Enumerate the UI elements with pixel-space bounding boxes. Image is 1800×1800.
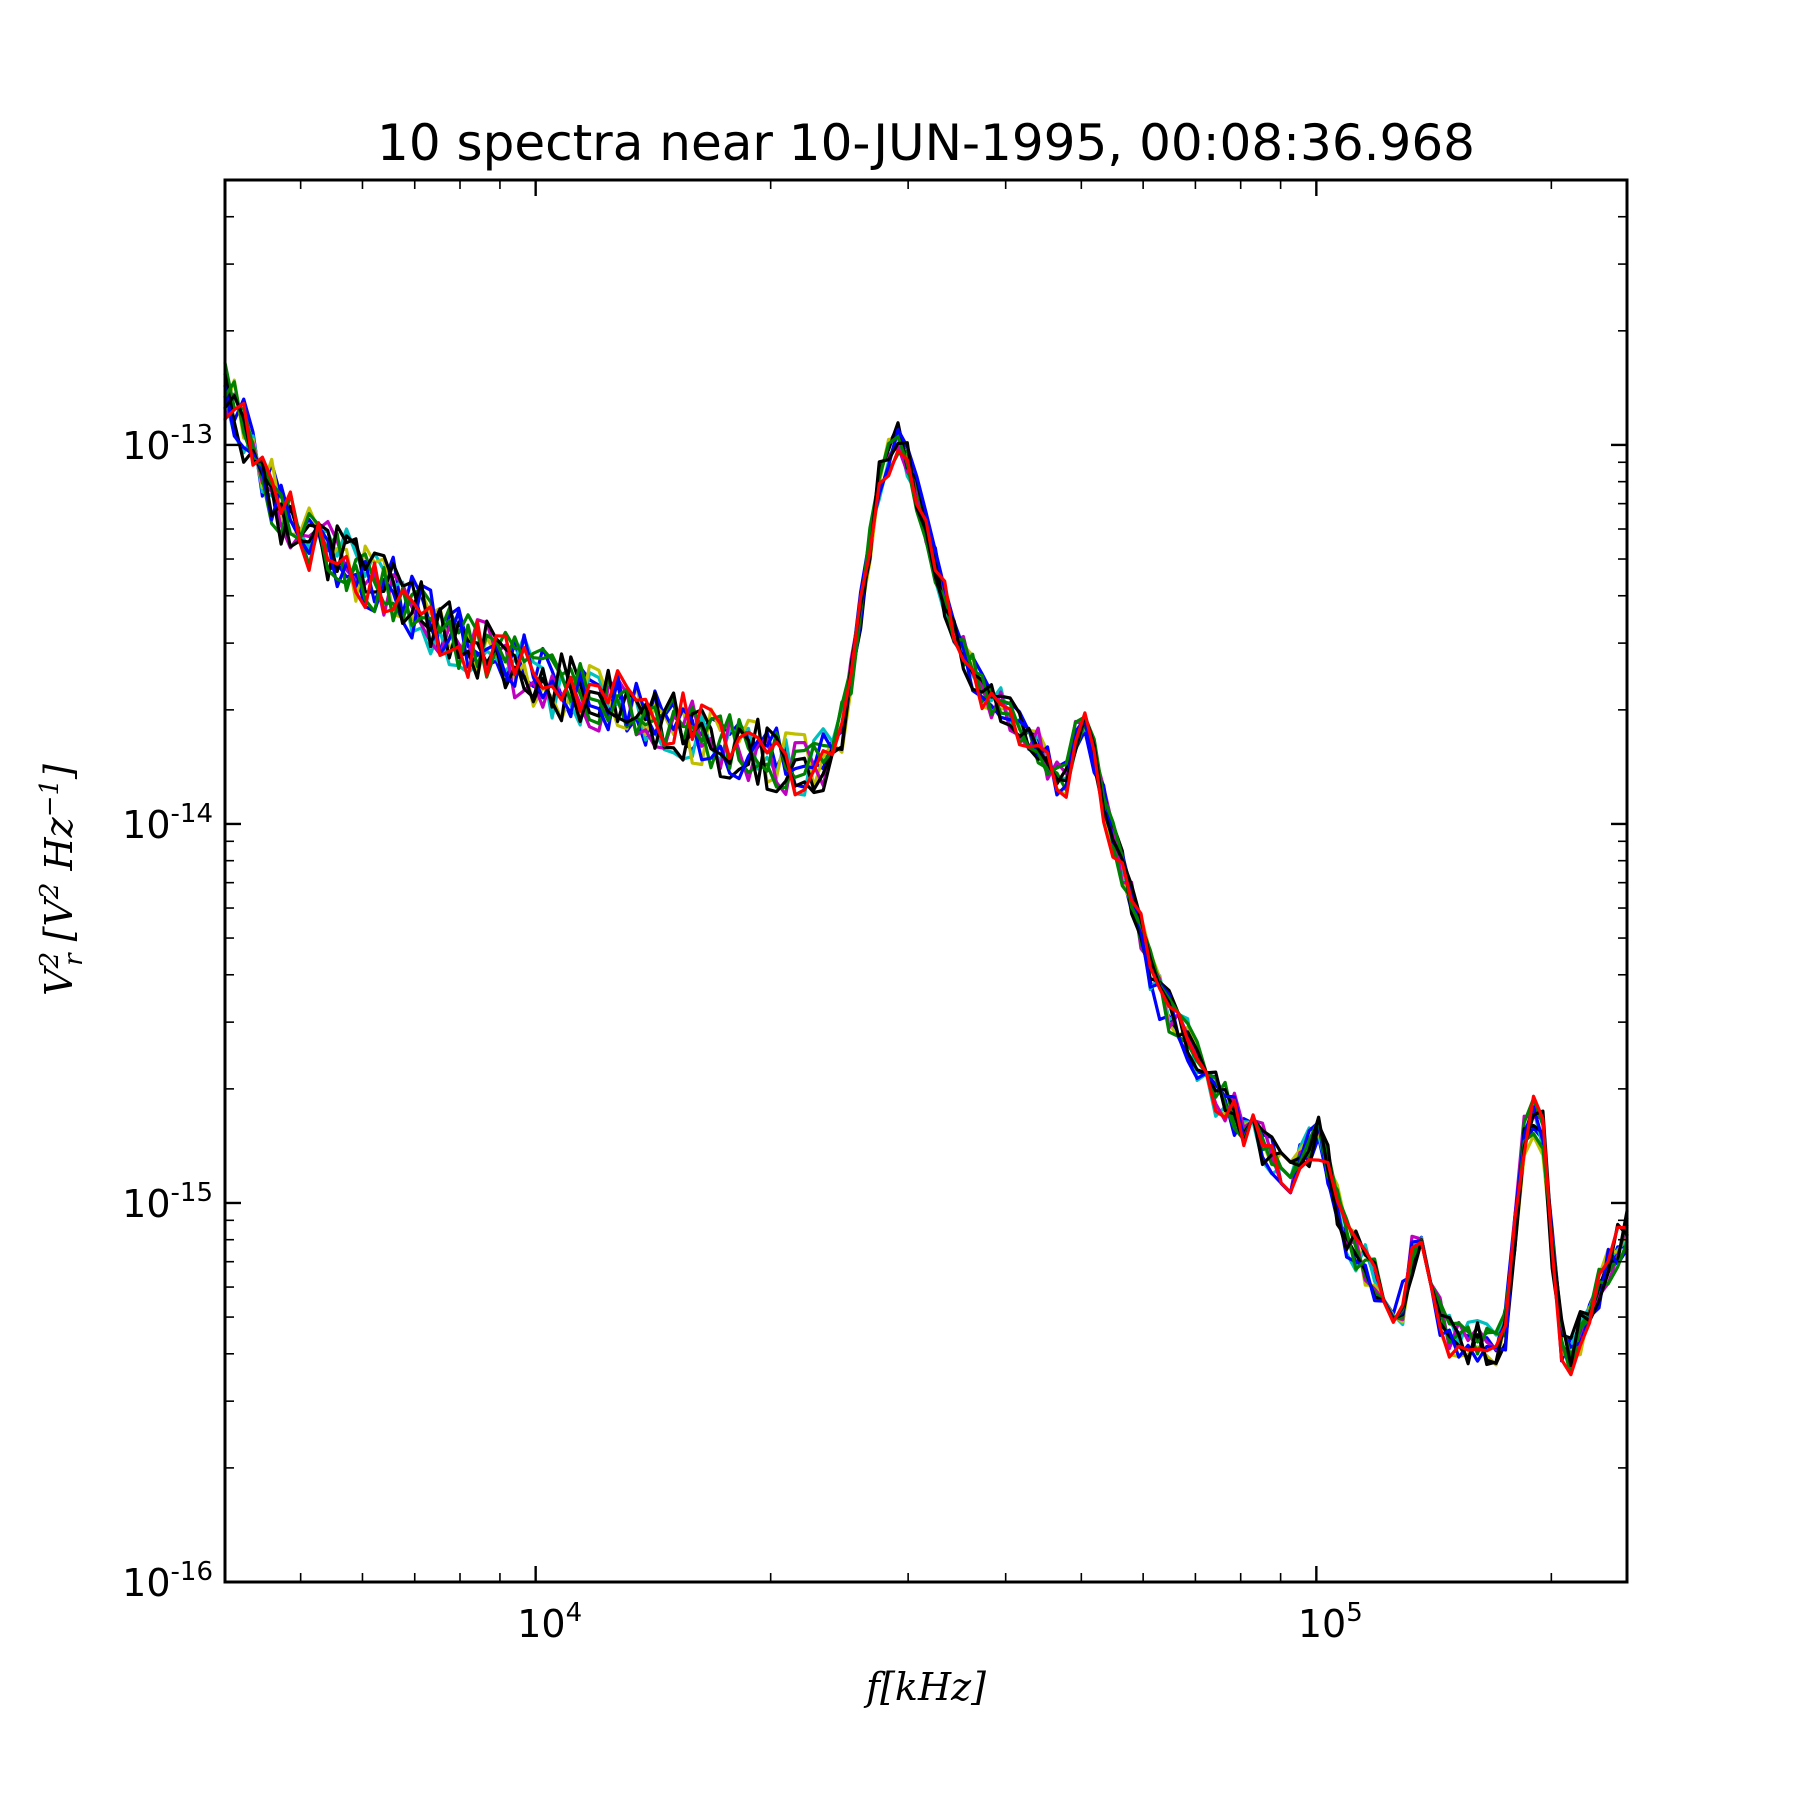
y-axis-label: V2r [V2 Hz−1] xyxy=(35,764,89,996)
y-axis-label-text: V2r [V2 Hz−1] xyxy=(35,764,89,996)
x-tick-label: 105 xyxy=(1298,1598,1363,1646)
y-tick-label: 10-13 xyxy=(122,420,213,468)
plot-frame xyxy=(223,178,1629,1584)
y-tick-label: 10-15 xyxy=(122,1178,213,1226)
x-tick-label: 104 xyxy=(517,1598,582,1646)
x-axis-label: f[kHz] xyxy=(863,1665,986,1709)
y-tick-label: 10-14 xyxy=(122,799,213,847)
series-layer xyxy=(223,361,1629,1377)
chart-title: 10 spectra near 10-JUN-1995, 00:08:36.96… xyxy=(377,114,1475,172)
y-tick-label: 10-16 xyxy=(122,1557,213,1605)
ticks-layer: 104 105 10-13 10-14 10-15 10-16 xyxy=(122,179,1627,1646)
x-axis-label-text: f[kHz] xyxy=(863,1665,986,1709)
series-line-10 xyxy=(223,401,1629,1377)
